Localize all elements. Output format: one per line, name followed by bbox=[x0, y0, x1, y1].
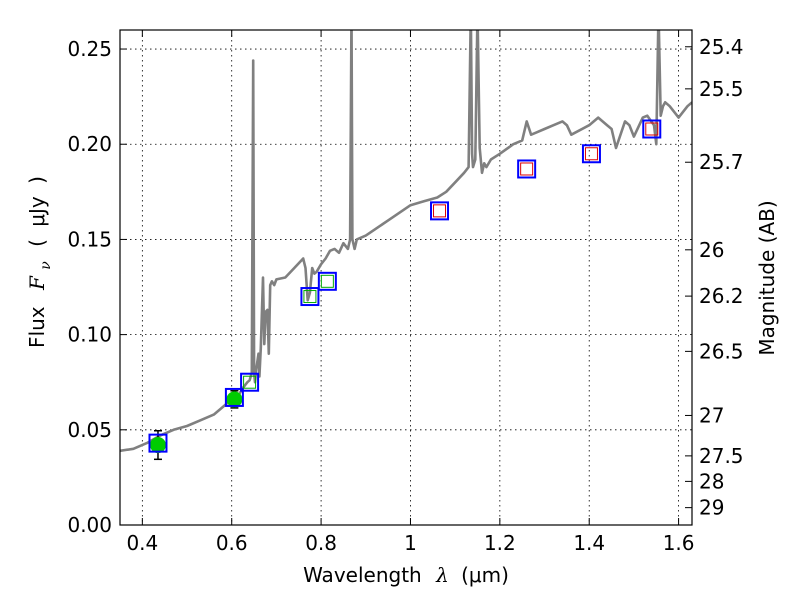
x-tick-label: 0.8 bbox=[305, 531, 337, 555]
plot-frame bbox=[119, 29, 693, 526]
model-photometry-box bbox=[581, 144, 601, 164]
mag-tick-label: 28 bbox=[699, 469, 724, 493]
x-axis-label: Wavelength λ (μm) bbox=[303, 563, 509, 587]
mag-tick-label: 25.4 bbox=[699, 35, 744, 59]
plot-area bbox=[120, 30, 692, 461]
model-photometry-box bbox=[240, 372, 260, 392]
y-tick-label: 0.10 bbox=[67, 323, 112, 347]
mag-tick-label: 26.5 bbox=[699, 339, 744, 363]
model-photometry-inner-box bbox=[320, 274, 334, 288]
y-tick-label: 0.20 bbox=[67, 132, 112, 156]
model-photometry-box bbox=[430, 201, 450, 221]
model-photometry-box bbox=[148, 433, 168, 453]
x-tick-label: 0.6 bbox=[216, 531, 248, 555]
y-tick-label: 0.05 bbox=[67, 418, 112, 442]
model-photometry-inner-box bbox=[520, 162, 534, 176]
series-layer bbox=[120, 30, 692, 461]
y-axis-label: Flux F ν ( μJy ) bbox=[25, 176, 55, 348]
x-tick-label: 0.4 bbox=[126, 531, 158, 555]
y-tick-label: 0.25 bbox=[67, 37, 112, 61]
model-photometry-box bbox=[300, 287, 320, 307]
mag-tick-label: 25.7 bbox=[699, 150, 744, 174]
photometry-point bbox=[226, 391, 243, 408]
x-tick-label: 1 bbox=[404, 531, 417, 555]
photometry-point bbox=[149, 437, 166, 454]
model-photometry-box bbox=[642, 119, 662, 139]
x-tick-label: 1.2 bbox=[484, 531, 516, 555]
model-photometry-box bbox=[317, 271, 337, 291]
model-photometry-inner-box bbox=[584, 147, 598, 161]
model-photometry-inner-box bbox=[645, 122, 659, 136]
y-tick-label: 0.00 bbox=[67, 513, 112, 537]
y2-axis-label: Magnitude (AB) bbox=[755, 200, 779, 355]
model-spectrum-line bbox=[120, 30, 692, 453]
mag-tick-label: 25.5 bbox=[699, 77, 744, 101]
x-tick-label: 1.6 bbox=[663, 531, 695, 555]
mag-tick-label: 27.5 bbox=[699, 444, 744, 468]
model-photometry-inner-box bbox=[433, 204, 447, 218]
mag-tick-label: 27 bbox=[699, 403, 724, 427]
axes: 0.4 0.6 0.8 1 1.2 1.4 1.6 0.00 0.05 0.10 0.15 0.20 0… bbox=[67, 30, 744, 555]
mag-tick-label: 26 bbox=[699, 238, 724, 262]
mag-tick-label: 26.2 bbox=[699, 284, 744, 308]
model-photometry-inner-box bbox=[303, 290, 317, 304]
model-photometry-box bbox=[224, 387, 244, 407]
y-tick-label: 0.15 bbox=[67, 227, 112, 251]
x-tick-label: 1.4 bbox=[573, 531, 605, 555]
model-photometry-box bbox=[517, 159, 537, 179]
mag-tick-label: 29 bbox=[699, 496, 724, 520]
model-photometry-inner-box bbox=[243, 375, 257, 389]
